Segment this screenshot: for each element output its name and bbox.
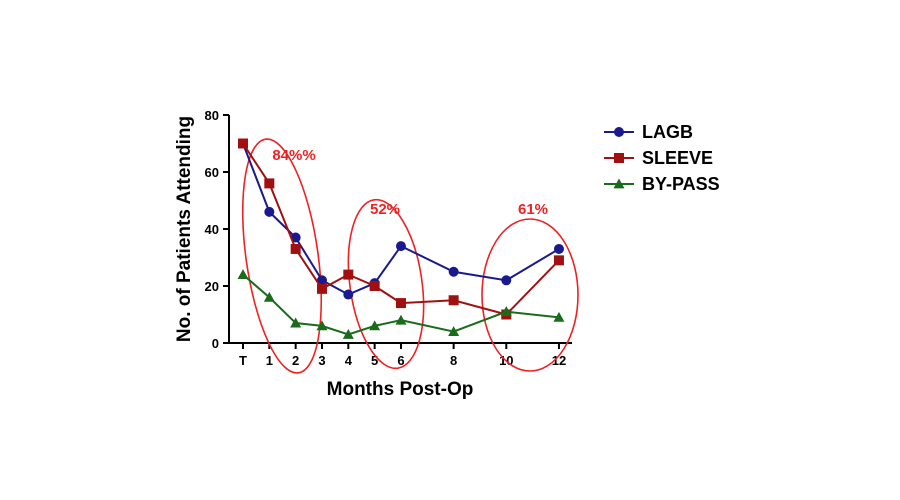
data-point xyxy=(395,241,406,252)
x-tick-label: 1 xyxy=(266,353,273,368)
legend-item: BY-PASS xyxy=(604,174,720,194)
data-point xyxy=(316,320,328,331)
series-line xyxy=(242,142,560,316)
annotation-label: 84%% xyxy=(272,147,315,164)
annotation-ellipse xyxy=(241,138,323,374)
annotation-ellipse xyxy=(481,218,579,372)
data-point xyxy=(395,298,406,309)
annotation-labels: 84%% 52% 61% xyxy=(272,147,548,218)
data-point xyxy=(395,314,407,325)
series-line xyxy=(242,273,560,336)
data-point xyxy=(290,317,302,328)
legend: LAGB SLEEVE BY-PASS xyxy=(604,122,720,194)
series-by-pass xyxy=(237,269,565,339)
legend-label: LAGB xyxy=(642,122,693,142)
data-point xyxy=(614,127,624,137)
annotation-label: 52% xyxy=(370,201,400,218)
y-tick-label: 80 xyxy=(205,108,219,123)
data-point xyxy=(264,178,275,189)
legend-label: SLEEVE xyxy=(642,148,713,168)
y-tick-label: 40 xyxy=(205,222,219,237)
x-tick-label: 6 xyxy=(397,353,404,368)
data-point xyxy=(500,306,512,317)
y-tick-label: 0 xyxy=(212,336,219,351)
data-point xyxy=(448,295,459,306)
data-point xyxy=(237,269,249,279)
y-tick-label: 20 xyxy=(205,279,219,294)
data-point xyxy=(448,266,459,277)
data-point xyxy=(238,138,248,149)
y-axis-title: No. of Patients Attending xyxy=(174,116,195,342)
data-point xyxy=(343,289,354,300)
x-tick-label: 8 xyxy=(450,353,457,368)
y-ticks: 0 20 40 60 80 xyxy=(205,108,229,351)
y-tick-label: 60 xyxy=(205,165,219,180)
x-tick-label: 3 xyxy=(318,353,325,368)
data-point xyxy=(553,311,565,322)
data-point xyxy=(369,281,380,291)
series-line xyxy=(242,143,560,296)
series-sleeve xyxy=(238,138,564,320)
data-point xyxy=(263,291,275,302)
data-point xyxy=(369,320,381,331)
data-point xyxy=(448,326,460,336)
data-point xyxy=(316,283,327,294)
data-point xyxy=(501,275,512,286)
data-point xyxy=(264,206,275,217)
data-point xyxy=(342,328,354,339)
x-axis-title: Months Post-Op xyxy=(327,379,474,400)
x-ticks: T 1 2 3 4 5 6 8 10 12 xyxy=(239,343,566,368)
annotation-label: 61% xyxy=(518,201,548,218)
data-point xyxy=(553,243,564,254)
data-point xyxy=(614,153,624,163)
data-point xyxy=(553,255,564,266)
x-tick-label: 2 xyxy=(292,353,299,368)
x-tick-label: T xyxy=(239,353,247,368)
annotation-ellipse xyxy=(347,198,425,370)
data-point xyxy=(613,178,625,189)
data-point xyxy=(316,275,327,286)
legend-item: LAGB xyxy=(604,122,693,142)
x-tick-label: 12 xyxy=(552,353,566,368)
legend-label: BY-PASS xyxy=(642,174,720,194)
annotation-ellipses xyxy=(241,138,579,374)
data-point xyxy=(290,243,301,254)
series-layer xyxy=(237,138,565,339)
legend-item: SLEEVE xyxy=(604,148,713,168)
x-tick-label: 5 xyxy=(371,353,378,368)
x-tick-label: 4 xyxy=(345,353,353,368)
data-point xyxy=(343,269,354,280)
